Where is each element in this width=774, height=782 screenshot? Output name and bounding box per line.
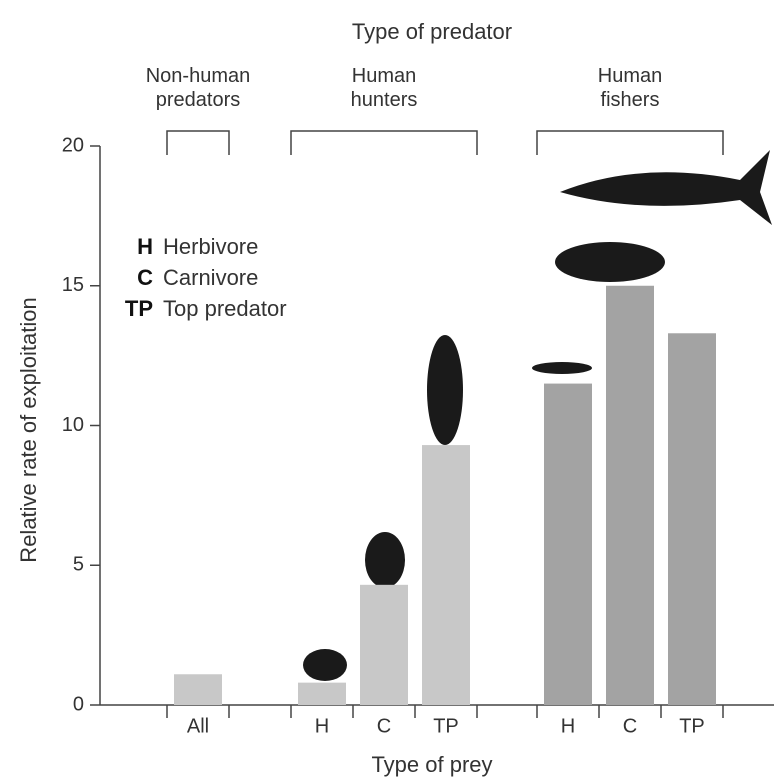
- x-tick-label: All: [187, 715, 209, 737]
- y-axis-label: Relative rate of exploitation: [16, 297, 41, 562]
- chart: Type of predator Type of prey Relative r…: [0, 0, 774, 782]
- bar: [360, 585, 408, 705]
- x-tick-label: TP: [433, 715, 459, 737]
- y-tick-label: 5: [73, 554, 84, 576]
- bar: [606, 286, 654, 705]
- legend-label: Carnivore: [163, 265, 258, 290]
- x-tick-label: C: [377, 715, 391, 737]
- x-tick-label: H: [315, 715, 329, 737]
- y-tick-label: 15: [62, 274, 84, 296]
- x-axis-label: Type of prey: [371, 752, 492, 777]
- bar: [422, 445, 470, 705]
- bar: [298, 683, 346, 705]
- y-tick-label: 20: [62, 134, 84, 156]
- bar: [544, 384, 592, 705]
- legend-key: H: [137, 234, 153, 259]
- y-tick-label: 10: [62, 414, 84, 436]
- x-tick-label: H: [561, 715, 575, 737]
- group-bracket: [167, 131, 229, 155]
- x-tick-label: TP: [679, 715, 705, 737]
- chart-title: Type of predator: [352, 19, 512, 44]
- y-tick-label: 0: [73, 693, 84, 715]
- bar: [174, 674, 222, 705]
- x-tick-label: C: [623, 715, 637, 737]
- legend-label: Top predator: [163, 296, 287, 321]
- chart-canvas: Type of predator Type of prey Relative r…: [0, 0, 774, 782]
- legend-label: Herbivore: [163, 234, 258, 259]
- bar: [668, 333, 716, 705]
- legend-key: C: [137, 265, 153, 290]
- group-label: Human hunters: [329, 64, 439, 112]
- group-bracket: [537, 131, 723, 155]
- group-label: Non-human predators: [123, 64, 273, 112]
- legend-key: TP: [125, 296, 153, 321]
- group-bracket: [291, 131, 477, 155]
- group-label: Human fishers: [575, 64, 685, 112]
